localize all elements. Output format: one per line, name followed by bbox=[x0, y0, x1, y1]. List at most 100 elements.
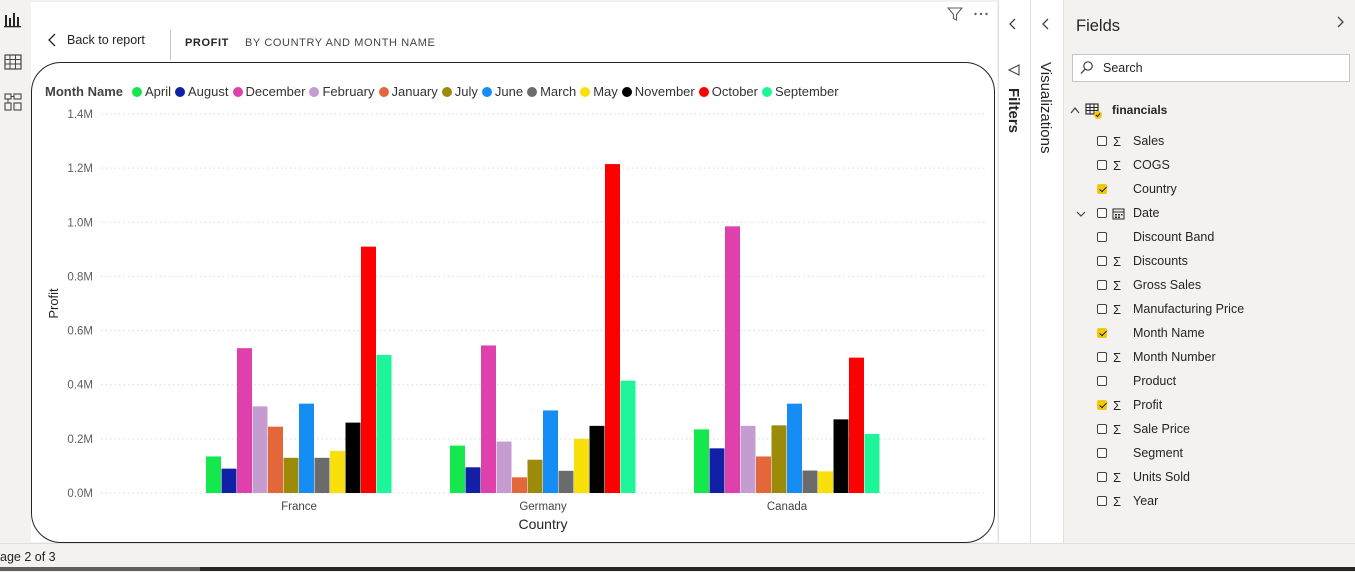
field-checkbox[interactable] bbox=[1097, 472, 1107, 482]
field-checkbox[interactable] bbox=[1097, 304, 1107, 314]
field-item[interactable]: Σ Manufacturing Price bbox=[1064, 298, 1355, 320]
field-item[interactable]: Σ Profit bbox=[1064, 394, 1355, 416]
field-checkbox[interactable] bbox=[1097, 232, 1107, 242]
chevron-left-icon[interactable] bbox=[1007, 17, 1019, 31]
legend-item[interactable]: January bbox=[378, 84, 438, 99]
field-item[interactable]: Country bbox=[1064, 178, 1355, 200]
field-checkbox[interactable] bbox=[1097, 328, 1107, 338]
bar[interactable] bbox=[709, 448, 725, 493]
legend-item[interactable]: July bbox=[441, 84, 478, 99]
bar[interactable] bbox=[221, 468, 237, 493]
field-checkbox[interactable] bbox=[1097, 376, 1107, 386]
bar[interactable] bbox=[756, 456, 771, 493]
field-checkbox[interactable] bbox=[1097, 160, 1107, 170]
field-item[interactable]: Discount Band bbox=[1064, 226, 1355, 248]
more-options-icon[interactable] bbox=[973, 6, 989, 22]
field-item[interactable]: Σ Gross Sales bbox=[1064, 274, 1355, 296]
bar[interactable] bbox=[268, 426, 283, 493]
legend-item[interactable]: February bbox=[309, 84, 375, 99]
field-item[interactable]: Σ Units Sold bbox=[1064, 466, 1355, 488]
bar[interactable] bbox=[361, 246, 376, 493]
field-checkbox[interactable] bbox=[1097, 424, 1107, 434]
bar[interactable] bbox=[206, 456, 221, 493]
table-financials[interactable]: financials bbox=[1064, 99, 1355, 121]
tab-profit[interactable]: PROFIT bbox=[185, 37, 229, 49]
bar[interactable] bbox=[864, 433, 880, 493]
legend-item[interactable]: August bbox=[175, 84, 229, 99]
legend-item[interactable]: December bbox=[232, 84, 305, 99]
bar[interactable] bbox=[818, 471, 833, 493]
bar[interactable] bbox=[802, 470, 818, 493]
chevron-left-icon[interactable] bbox=[1040, 17, 1052, 31]
bar[interactable] bbox=[299, 403, 314, 493]
field-checkbox[interactable] bbox=[1097, 184, 1107, 194]
chevron-down-icon[interactable] bbox=[1075, 209, 1087, 219]
field-checkbox[interactable] bbox=[1097, 256, 1107, 266]
field-item[interactable]: Σ Sale Price bbox=[1064, 418, 1355, 440]
bar[interactable] bbox=[833, 419, 849, 493]
bar[interactable] bbox=[620, 380, 636, 493]
bar[interactable] bbox=[589, 425, 605, 493]
bar[interactable] bbox=[849, 357, 864, 493]
tab-drill-level[interactable]: BY COUNTRY AND MONTH NAME bbox=[245, 37, 436, 49]
legend-item[interactable]: May bbox=[580, 84, 618, 99]
bar[interactable] bbox=[450, 445, 465, 493]
bar[interactable] bbox=[694, 429, 709, 493]
field-checkbox[interactable] bbox=[1097, 136, 1107, 146]
field-item[interactable]: Σ Sales bbox=[1064, 130, 1355, 152]
bar[interactable] bbox=[283, 457, 299, 493]
model-view-icon[interactable] bbox=[3, 92, 23, 112]
search-input[interactable] bbox=[1101, 60, 1325, 76]
visualizations-label[interactable]: Visualizations bbox=[1037, 62, 1054, 154]
chevron-up-icon[interactable] bbox=[1069, 105, 1081, 115]
bar[interactable] bbox=[558, 470, 574, 493]
bar[interactable] bbox=[543, 410, 558, 493]
field-item[interactable]: Σ COGS bbox=[1064, 154, 1355, 176]
bar[interactable] bbox=[237, 348, 252, 493]
field-checkbox[interactable] bbox=[1097, 448, 1107, 458]
bar[interactable] bbox=[252, 406, 268, 493]
field-item[interactable]: Σ Discounts bbox=[1064, 250, 1355, 272]
legend-item[interactable]: March bbox=[527, 84, 576, 99]
field-item[interactable]: Date bbox=[1064, 202, 1355, 224]
field-checkbox[interactable] bbox=[1097, 280, 1107, 290]
bar[interactable] bbox=[314, 457, 330, 493]
bar[interactable] bbox=[481, 345, 496, 493]
bar[interactable] bbox=[527, 459, 543, 493]
fields-search-box[interactable] bbox=[1072, 54, 1350, 82]
bar[interactable] bbox=[465, 467, 481, 493]
bar[interactable] bbox=[771, 425, 787, 493]
bar[interactable] bbox=[376, 354, 392, 493]
bar[interactable] bbox=[574, 438, 589, 493]
field-item[interactable]: Σ Month Number bbox=[1064, 346, 1355, 368]
visualizations-pane-collapsed[interactable]: Visualizations bbox=[1030, 0, 1063, 543]
data-view-icon[interactable] bbox=[3, 52, 23, 72]
field-item[interactable]: Σ Year bbox=[1064, 490, 1355, 512]
legend-item[interactable]: November bbox=[621, 84, 695, 99]
filters-pane-collapsed[interactable]: Filters bbox=[998, 0, 1030, 543]
bar[interactable] bbox=[496, 441, 512, 493]
filters-label[interactable]: Filters bbox=[1005, 88, 1022, 134]
clustered-column-chart[interactable]: 0.0M 0.2M 0.4M 0.6M 0.8M 1.0M 1.2M 1.4M Profit Fr… bbox=[31, 102, 997, 542]
bar[interactable] bbox=[345, 422, 361, 493]
back-to-report-button[interactable]: Back to report bbox=[47, 32, 145, 48]
bar[interactable] bbox=[740, 425, 756, 493]
bar[interactable] bbox=[725, 226, 740, 493]
chevron-right-icon[interactable] bbox=[1334, 15, 1346, 29]
legend-item[interactable]: September bbox=[761, 84, 839, 99]
field-checkbox[interactable] bbox=[1097, 496, 1107, 506]
report-view-icon[interactable] bbox=[3, 10, 23, 30]
field-item[interactable]: Product bbox=[1064, 370, 1355, 392]
legend-item[interactable]: April bbox=[132, 84, 171, 99]
field-item[interactable]: Segment bbox=[1064, 442, 1355, 464]
bar[interactable] bbox=[605, 164, 620, 493]
field-item[interactable]: Month Name bbox=[1064, 322, 1355, 344]
filter-icon[interactable] bbox=[947, 6, 963, 22]
bar[interactable] bbox=[787, 403, 802, 493]
bar[interactable] bbox=[330, 451, 345, 493]
field-checkbox[interactable] bbox=[1097, 400, 1107, 410]
bar[interactable] bbox=[512, 477, 527, 493]
legend-item[interactable]: October bbox=[698, 84, 758, 99]
field-checkbox[interactable] bbox=[1097, 208, 1107, 218]
field-checkbox[interactable] bbox=[1097, 352, 1107, 362]
